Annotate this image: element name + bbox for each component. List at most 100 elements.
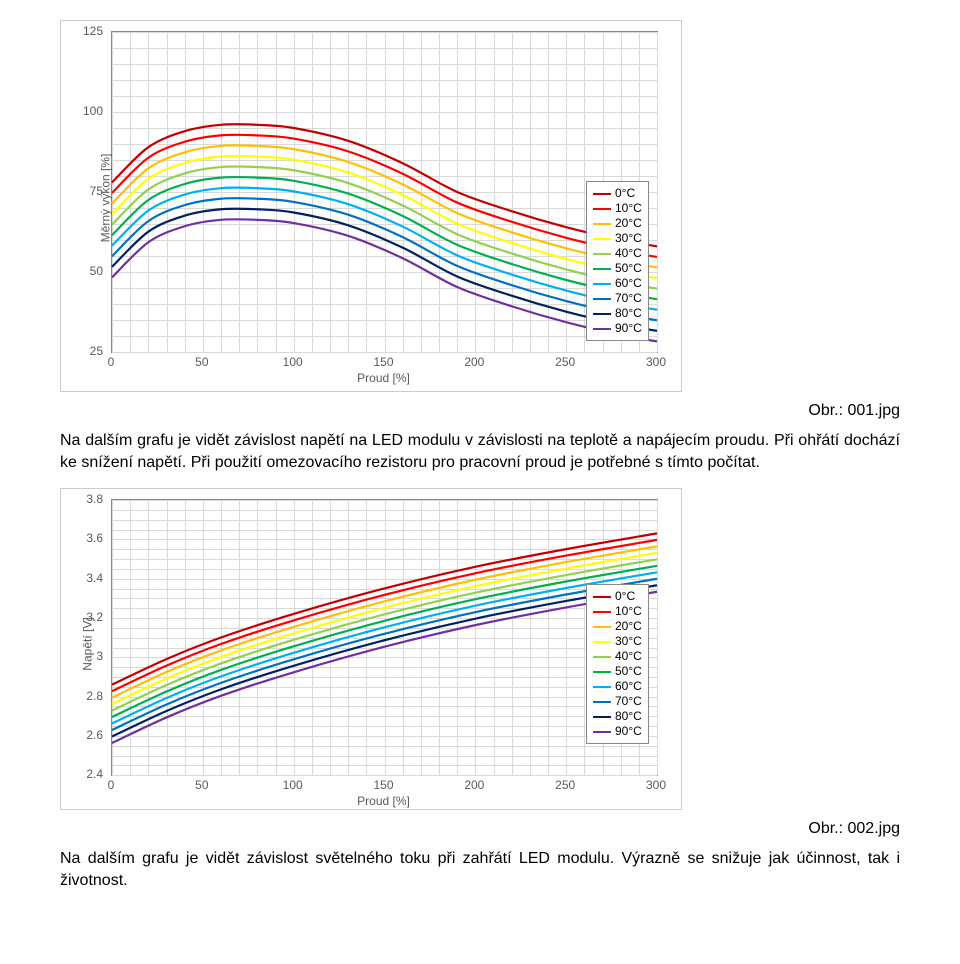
x-axis-label: Proud [%] — [357, 794, 410, 808]
legend-item: 30°C — [593, 634, 642, 649]
chart-power-vs-current: 255075100125050100150200250300Měrný výko… — [60, 20, 682, 392]
caption-1: Obr.: 001.jpg — [20, 402, 900, 420]
legend-label: 80°C — [615, 709, 642, 724]
caption-2: Obr.: 002.jpg — [20, 820, 900, 838]
y-tick: 3.6 — [73, 531, 103, 545]
legend-item: 60°C — [593, 679, 642, 694]
legend-label: 0°C — [615, 186, 635, 201]
legend-label: 90°C — [615, 724, 642, 739]
x-tick: 150 — [373, 355, 393, 369]
y-tick: 2.6 — [73, 728, 103, 742]
series-line — [112, 156, 657, 278]
x-axis-label: Proud [%] — [357, 371, 410, 385]
legend-item: 10°C — [593, 201, 642, 216]
series-line — [112, 553, 657, 704]
y-tick: 100 — [73, 104, 103, 118]
x-tick: 100 — [283, 778, 303, 792]
legend-label: 10°C — [615, 201, 642, 216]
legend: 0°C10°C20°C30°C40°C50°C60°C70°C80°C90°C — [586, 181, 649, 341]
legend-swatch — [593, 731, 611, 733]
x-tick: 300 — [646, 778, 666, 792]
legend-swatch — [593, 716, 611, 718]
y-tick: 50 — [73, 264, 103, 278]
x-tick: 200 — [464, 778, 484, 792]
series-line — [112, 547, 657, 698]
legend-label: 70°C — [615, 291, 642, 306]
legend-item: 20°C — [593, 619, 642, 634]
series-line — [112, 209, 657, 331]
legend-label: 90°C — [615, 321, 642, 336]
legend-item: 40°C — [593, 246, 642, 261]
legend-label: 40°C — [615, 246, 642, 261]
legend-item: 30°C — [593, 231, 642, 246]
legend-swatch — [593, 656, 611, 658]
legend-item: 0°C — [593, 589, 642, 604]
legend-label: 40°C — [615, 649, 642, 664]
series-line — [112, 534, 657, 685]
legend-item: 40°C — [593, 649, 642, 664]
legend-swatch — [593, 238, 611, 240]
legend-label: 20°C — [615, 619, 642, 634]
series-line — [112, 540, 657, 691]
legend-swatch — [593, 268, 611, 270]
legend-item: 80°C — [593, 709, 642, 724]
legend-item: 20°C — [593, 216, 642, 231]
legend-item: 60°C — [593, 276, 642, 291]
legend-label: 20°C — [615, 216, 642, 231]
y-tick: 25 — [73, 344, 103, 358]
x-tick: 100 — [283, 355, 303, 369]
y-axis-label: Napětí [V] — [81, 617, 95, 670]
legend-swatch — [593, 298, 611, 300]
x-tick: 50 — [195, 778, 208, 792]
legend-item: 50°C — [593, 664, 642, 679]
legend-swatch — [593, 671, 611, 673]
plot-area — [111, 31, 658, 353]
plot-area — [111, 499, 658, 776]
x-tick: 250 — [555, 778, 575, 792]
series-line — [112, 166, 657, 288]
legend-swatch — [593, 686, 611, 688]
legend-item: 80°C — [593, 306, 642, 321]
legend-item: 70°C — [593, 291, 642, 306]
legend-label: 30°C — [615, 634, 642, 649]
legend-swatch — [593, 313, 611, 315]
paragraph-1: Na dalším grafu je vidět závislost napět… — [60, 430, 900, 473]
x-tick: 300 — [646, 355, 666, 369]
legend-label: 80°C — [615, 306, 642, 321]
legend-swatch — [593, 611, 611, 613]
y-tick: 3.4 — [73, 571, 103, 585]
series-line — [112, 188, 657, 310]
legend-label: 50°C — [615, 261, 642, 276]
x-tick: 150 — [373, 778, 393, 792]
legend-item: 70°C — [593, 694, 642, 709]
legend-swatch — [593, 328, 611, 330]
legend-item: 50°C — [593, 261, 642, 276]
series-line — [112, 198, 657, 320]
legend-label: 50°C — [615, 664, 642, 679]
legend-swatch — [593, 283, 611, 285]
legend-label: 60°C — [615, 276, 642, 291]
series-line — [112, 560, 657, 711]
y-tick: 125 — [73, 24, 103, 38]
series-line — [112, 177, 657, 299]
legend-label: 10°C — [615, 604, 642, 619]
x-tick: 50 — [195, 355, 208, 369]
legend-item: 0°C — [593, 186, 642, 201]
series-line — [112, 219, 657, 341]
paragraph-2: Na dalším grafu je vidět závislost světe… — [60, 848, 900, 891]
chart-voltage-vs-current: 2.42.62.833.23.43.63.8050100150200250300… — [60, 488, 682, 810]
legend-swatch — [593, 596, 611, 598]
legend-swatch — [593, 193, 611, 195]
y-tick: 2.8 — [73, 689, 103, 703]
legend-label: 60°C — [615, 679, 642, 694]
y-tick: 2.4 — [73, 767, 103, 781]
legend-item: 10°C — [593, 604, 642, 619]
legend-swatch — [593, 641, 611, 643]
legend-swatch — [593, 701, 611, 703]
legend-item: 90°C — [593, 724, 642, 739]
legend-swatch — [593, 626, 611, 628]
legend-label: 70°C — [615, 694, 642, 709]
legend-label: 30°C — [615, 231, 642, 246]
legend-swatch — [593, 253, 611, 255]
legend-item: 90°C — [593, 321, 642, 336]
